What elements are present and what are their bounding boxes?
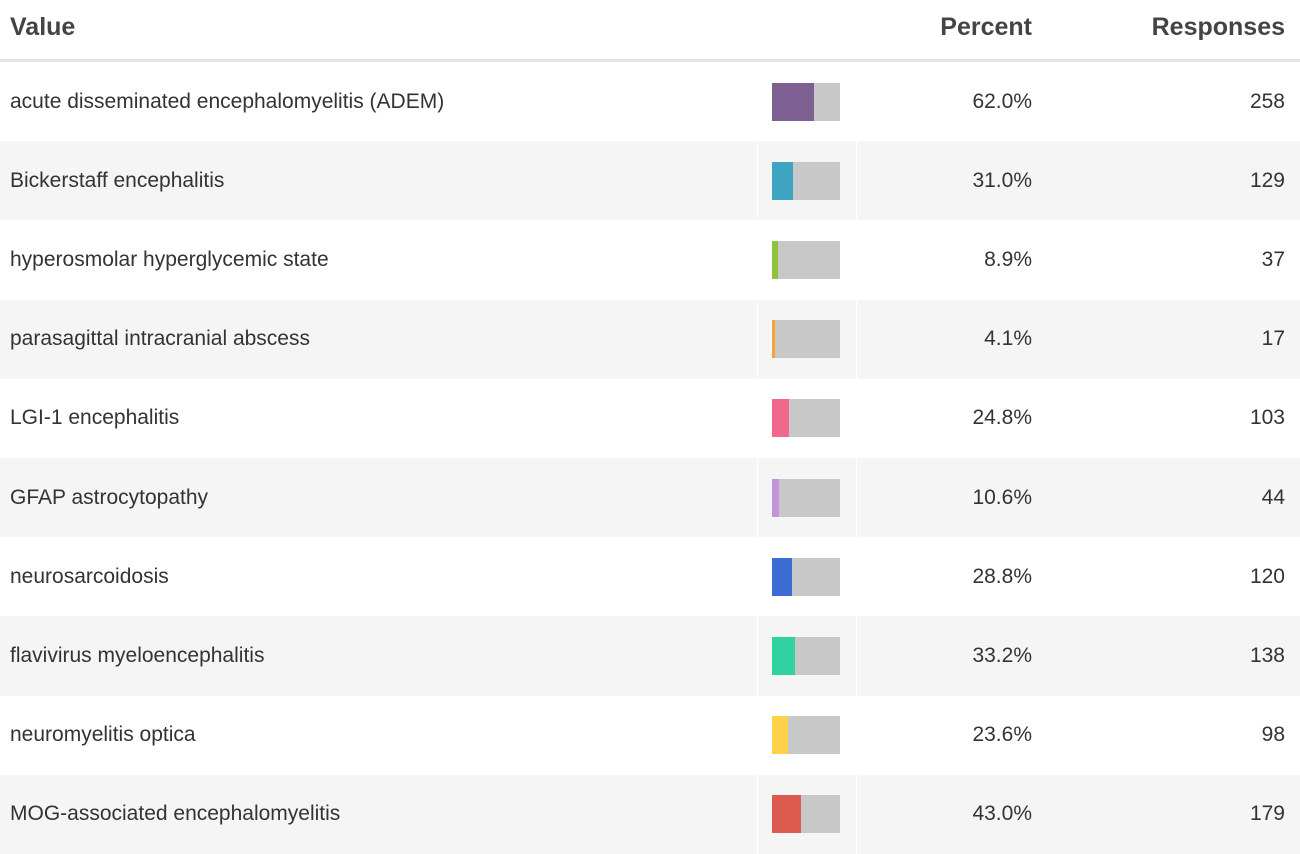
percent-bar <box>772 795 802 834</box>
value-label: neuromyelitis optica <box>10 723 196 747</box>
header-value: Value <box>10 13 76 41</box>
percent-bar <box>772 161 794 200</box>
percent-label: 4.1% <box>984 327 1032 351</box>
header-percent: Percent <box>940 13 1032 41</box>
value-label: acute disseminated encephalomyelitis (AD… <box>10 89 445 113</box>
percent-label: 10.6% <box>972 485 1032 509</box>
column-divider <box>757 458 758 538</box>
column-divider <box>856 299 857 379</box>
percent-label: 43.0% <box>972 802 1032 826</box>
value-label: parasagittal intracranial abscess <box>10 327 310 351</box>
percent-label: 31.0% <box>972 168 1032 192</box>
column-divider <box>757 141 758 221</box>
header-rule <box>0 59 1300 62</box>
value-label: flavivirus myeloencephalitis <box>10 644 265 667</box>
responses-label: 37 <box>1261 248 1285 271</box>
row-background <box>0 299 1300 379</box>
value-label: neurosarcoidosis <box>10 564 169 588</box>
percent-bar <box>772 557 792 596</box>
bar-track <box>772 241 840 279</box>
row-background <box>0 141 1300 221</box>
column-divider <box>856 616 857 696</box>
responses-label: 98 <box>1261 723 1285 747</box>
column-divider <box>757 774 758 854</box>
column-divider <box>856 141 857 221</box>
percent-bar <box>772 637 795 675</box>
bar-track <box>772 478 840 517</box>
percent-bar <box>772 320 775 359</box>
value-label: GFAP astrocytopathy <box>10 485 209 509</box>
percent-label: 62.0% <box>972 89 1032 113</box>
responses-label: 120 <box>1249 564 1285 588</box>
bar-track <box>772 320 840 359</box>
value-label: MOG-associated encephalomyelitis <box>10 802 341 826</box>
percent-label: 24.8% <box>972 406 1032 430</box>
responses-label: 258 <box>1249 89 1285 113</box>
responses-label: 179 <box>1249 802 1285 826</box>
responses-label: 138 <box>1249 644 1285 667</box>
percent-bar <box>772 716 789 755</box>
percent-label: 33.2% <box>972 644 1032 667</box>
responses-label: 103 <box>1249 406 1285 430</box>
value-label: hyperosmolar hyperglycemic state <box>10 248 329 271</box>
value-label: LGI-1 encephalitis <box>10 406 180 430</box>
header-responses: Responses <box>1151 13 1285 41</box>
percent-label: 23.6% <box>972 723 1032 747</box>
percent-bar <box>772 399 789 438</box>
responses-label: 17 <box>1261 327 1285 351</box>
percent-label: 8.9% <box>984 248 1032 271</box>
row-background <box>0 458 1300 538</box>
responses-label: 44 <box>1261 485 1285 509</box>
percent-bar <box>772 478 780 517</box>
value-label: Bickerstaff encephalitis <box>10 168 225 192</box>
row-background <box>0 774 1300 854</box>
column-divider <box>757 299 758 379</box>
responses-label: 129 <box>1249 168 1285 192</box>
percent-bar <box>772 82 815 121</box>
column-divider <box>757 616 758 696</box>
percent-bar <box>772 241 779 279</box>
row-background <box>0 616 1300 696</box>
column-divider <box>856 774 857 854</box>
column-divider <box>856 458 857 538</box>
percent-label: 28.8% <box>972 564 1032 588</box>
